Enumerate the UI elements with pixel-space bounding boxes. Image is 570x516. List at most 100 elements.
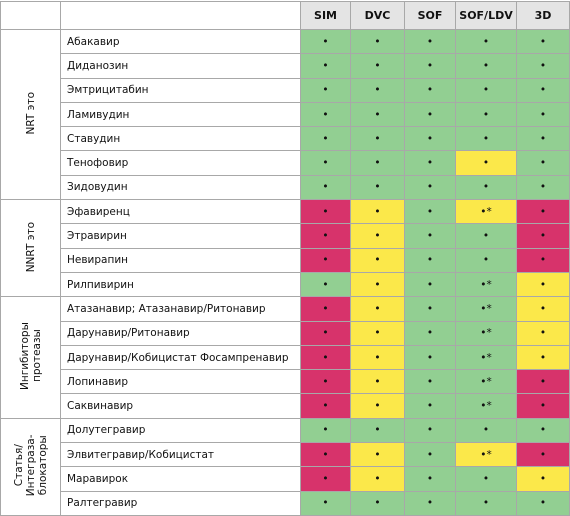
interaction-cell: • [404,320,456,346]
interaction-cell: • [300,344,351,371]
interaction-cell: • [404,150,456,176]
interaction-cell: • [404,174,456,201]
drug-name: Саквинавир [60,393,301,419]
interaction-cell: • [300,490,351,516]
table-row: Статья/ Интеграза- блокаторы Долутегравир… [0,417,570,516]
drug-name: Абакавир [60,28,301,55]
table-row: Тенофовир • • • • • [1,150,570,176]
drug-name: Атазанавир; Атазанавир/Ритонавир [60,296,301,322]
interaction-cell: • [455,174,517,201]
drug-name: Ралтегравир [60,490,301,516]
interaction-cell: • [516,490,570,516]
interaction-cell: • [300,442,351,468]
interaction-cell: • [350,174,405,201]
interaction-cell: • [350,101,405,128]
table-row: NNRT это Эфавиренц • • • •* • [0,199,570,298]
interaction-cell: • [516,53,570,79]
interaction-cell: • [300,247,351,273]
interaction-cell: • [516,28,570,55]
header-row: SIM DVC SOF SOF/LDV 3D [0,1,570,30]
interaction-cell: • [516,271,570,298]
table-row: NRT это Абакавир • • • • • [0,28,570,201]
interaction-cell: • [350,223,405,249]
interaction-cell: • [404,271,456,298]
interaction-cell: • [300,369,351,395]
interaction-cell: • [404,53,456,79]
table-row: Эмтрицитабин • • • • • [1,77,570,103]
interaction-cell: • [455,223,517,249]
interaction-cell: • [516,442,570,468]
drug-name: Ламивудин [60,101,301,128]
table-row: Ингибиторы протеазы Атазанавир; Атазанави… [0,296,570,419]
interaction-cell: • [455,126,517,152]
interaction-cell: •* [455,393,517,419]
table-row: Саквинавир • • • •* • [1,393,570,419]
group-cell: Ингибиторы протеазы [0,296,61,419]
interaction-cell: • [516,101,570,128]
interaction-cell: • [350,126,405,152]
interaction-cell: •* [455,344,517,371]
interaction-cell: • [455,101,517,128]
interaction-cell: • [516,247,570,273]
table-row: Этравирин • • • • • [1,223,570,249]
interaction-cell: • [300,150,351,176]
group-label: Статья/ Интеграза- блокаторы [12,434,49,497]
interaction-cell: • [300,77,351,103]
table-row: Зидовудин • • • • • [1,174,570,201]
interaction-cell: • [350,369,405,395]
interaction-cell: • [516,344,570,371]
interaction-cell: • [516,466,570,492]
group-cell: NRT это [0,28,61,201]
interaction-cell: • [350,77,405,103]
drug-name: Эмтрицитабин [60,77,301,103]
group-label: Ингибиторы протеазы [18,322,43,390]
interaction-cell: • [300,101,351,128]
blank-cell [0,1,61,30]
interaction-cell: • [516,320,570,346]
interaction-cell: • [350,393,405,419]
interaction-cell: • [404,28,456,55]
drug-name: Долутегравир [60,417,301,444]
interaction-cell: • [350,344,405,371]
interaction-cell: • [300,271,351,298]
interaction-cell: • [300,53,351,79]
group-label: NRT это [24,91,37,135]
interaction-cell: • [300,223,351,249]
interaction-cell: • [516,393,570,419]
table-row: Дарунавир/Ритонавир • • • •* • [1,320,570,346]
interaction-cell: • [350,442,405,468]
interaction-cell: • [300,296,351,322]
interaction-cell: •* [455,442,517,468]
group-cell: NNRT это [0,199,61,298]
interaction-cell: • [300,466,351,492]
table-row: Ламивудин • • • • • [1,101,570,128]
interaction-cell: • [455,417,517,444]
table-row: Лопинавир • • • •* • [1,369,570,395]
blank-cell [60,1,301,30]
column-header: SOF [404,1,456,30]
column-header: SIM [300,1,351,30]
interaction-cell: • [516,126,570,152]
interaction-cell: • [350,490,405,516]
table-row: Ралтегравир • • • • • [1,490,570,516]
interaction-cell: • [516,417,570,444]
table-row: Дарунавир/Кобицистат Фосампренавир • • • •* • [1,344,570,371]
interaction-cell: •* [455,320,517,346]
interaction-cell: • [300,174,351,201]
interaction-cell: • [350,28,405,55]
interaction-cell: • [300,417,351,444]
interaction-cell: • [455,466,517,492]
drug-name: Этравирин [60,223,301,249]
table-row: Диданозин • • • • • [1,53,570,79]
interaction-cell: • [350,466,405,492]
interaction-cell: • [404,296,456,322]
interaction-cell: • [300,199,351,225]
drug-name: Ставудин [60,126,301,152]
interaction-cell: • [404,490,456,516]
interaction-cell: • [300,28,351,55]
interaction-cell: • [516,174,570,201]
interaction-cell: • [404,369,456,395]
interaction-cell: • [455,150,517,176]
drug-name: Диданозин [60,53,301,79]
